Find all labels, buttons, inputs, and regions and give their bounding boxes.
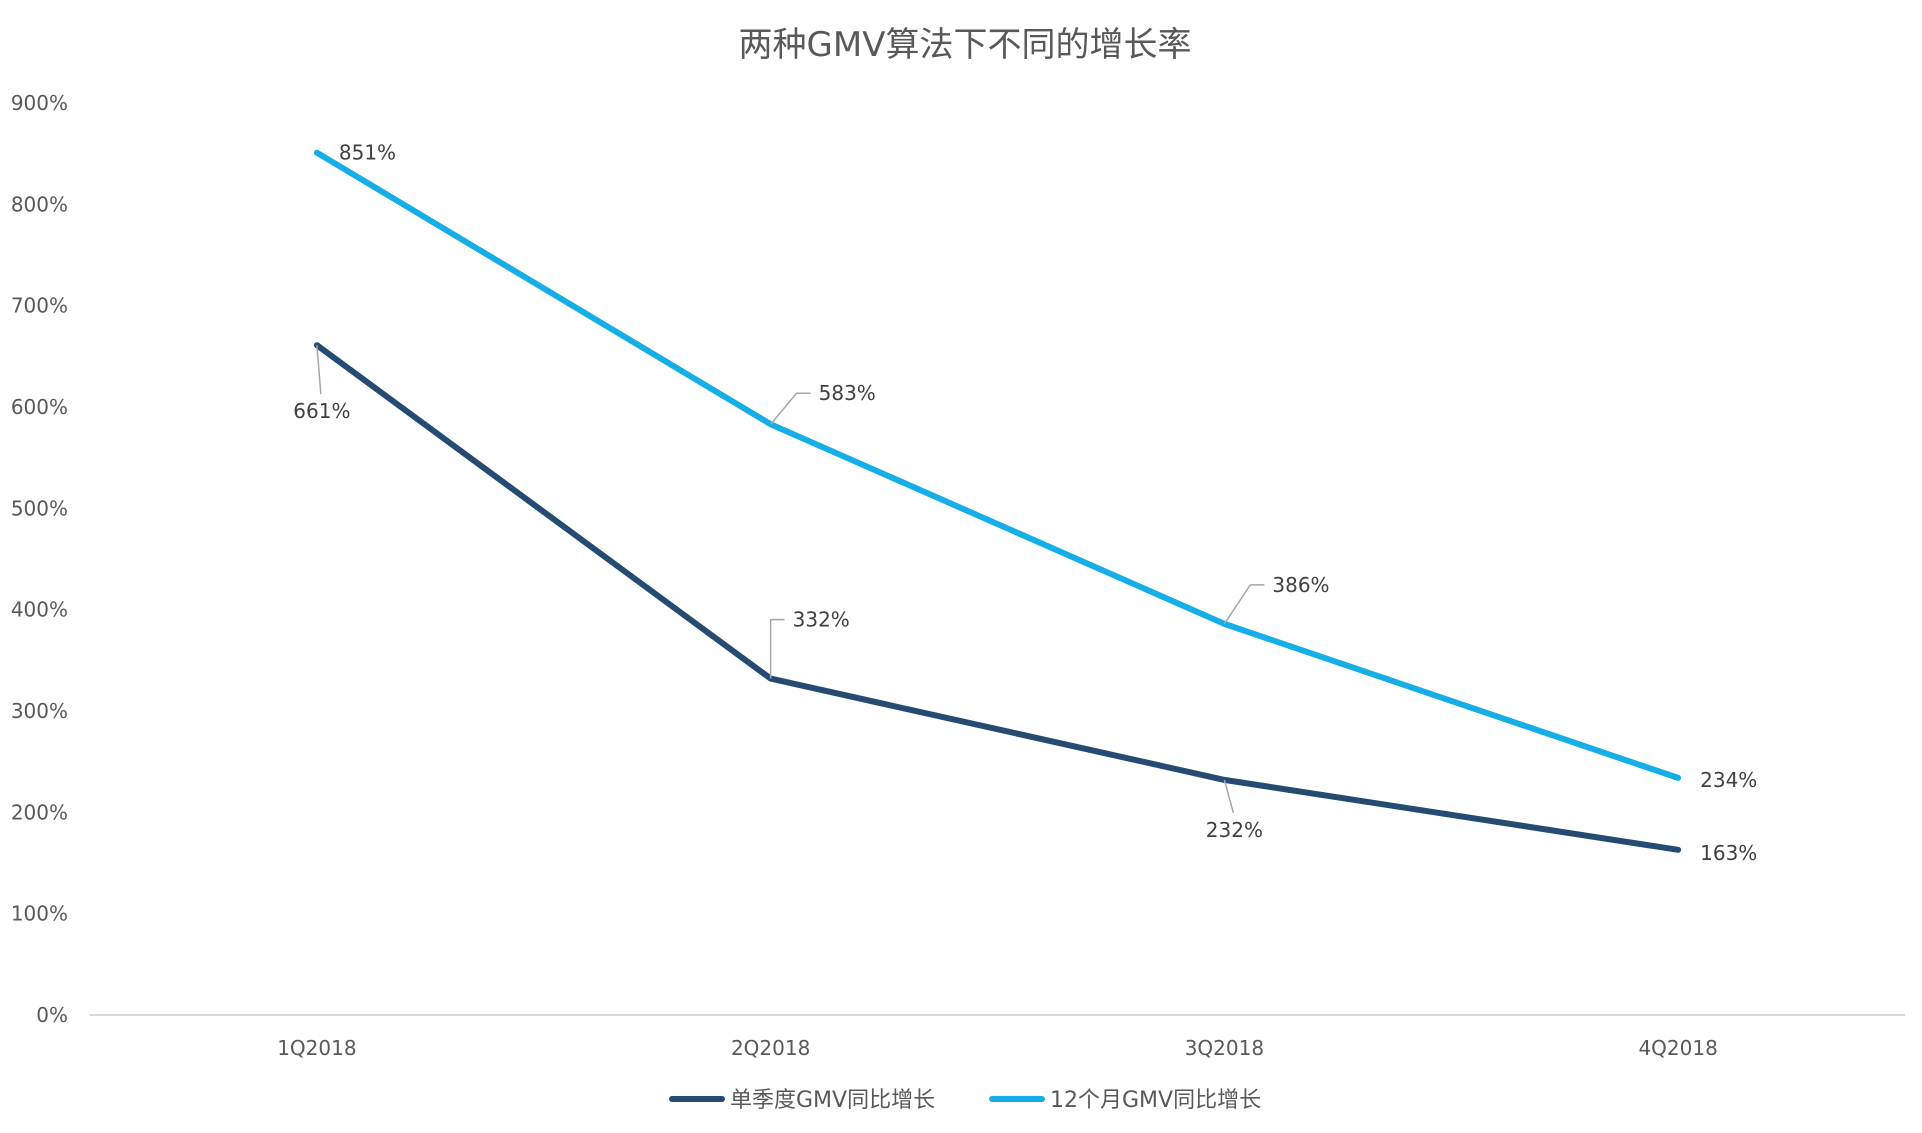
y-tick-label: 800% <box>11 192 68 216</box>
series-layer <box>313 149 1682 853</box>
data-labels: 661% 332% 232% 163% 851% 583% 386% 234% <box>293 141 1757 865</box>
series-line-2[interactable] <box>313 149 1682 781</box>
y-tick-label: 500% <box>11 496 68 520</box>
x-tick-label: 3Q2018 <box>1185 1036 1264 1060</box>
data-label: 232% <box>1206 818 1263 842</box>
x-tick-label: 2Q2018 <box>731 1036 810 1060</box>
data-label: 234% <box>1700 768 1757 792</box>
y-tick-label: 100% <box>11 902 68 926</box>
legend-label-2: 12个月GMV同比增长 <box>1050 1088 1261 1113</box>
data-label: 386% <box>1272 573 1329 597</box>
legend-item-1[interactable]: 单季度GMV同比增长 <box>669 1088 935 1113</box>
y-tick-label: 900% <box>11 91 68 115</box>
x-tick-label: 4Q2018 <box>1638 1036 1717 1060</box>
leader-line <box>316 345 322 395</box>
data-label: 851% <box>339 141 396 165</box>
data-label: 583% <box>819 381 876 405</box>
y-tick-label: 300% <box>11 699 68 723</box>
data-label: 661% <box>293 399 350 423</box>
leader-line <box>769 618 785 679</box>
axes: 0% 100% 200% 300% 400% 500% 600% 700% 800% 900% 1Q… <box>11 91 1905 1060</box>
y-tick-label: 400% <box>11 598 68 622</box>
legend: 单季度GMV同比增长 12个月GMV同比增长 <box>669 1088 1261 1113</box>
legend-label-1: 单季度GMV同比增长 <box>730 1088 935 1113</box>
legend-item-2[interactable]: 12个月GMV同比增长 <box>989 1088 1261 1113</box>
y-tick-label: 700% <box>11 294 68 318</box>
leader-line <box>1223 584 1265 625</box>
data-label: 332% <box>793 608 850 632</box>
leader-line <box>1223 779 1235 814</box>
data-label: 163% <box>1700 841 1757 865</box>
y-tick-label: 0% <box>36 1003 68 1027</box>
x-tick-label: 1Q2018 <box>277 1036 356 1060</box>
y-tick-label: 200% <box>11 800 68 824</box>
y-tick-label: 600% <box>11 395 68 419</box>
leader-line <box>770 392 811 425</box>
chart-title: 两种GMV算法下不同的增长率 <box>739 25 1192 65</box>
series-line-1[interactable] <box>313 342 1682 853</box>
